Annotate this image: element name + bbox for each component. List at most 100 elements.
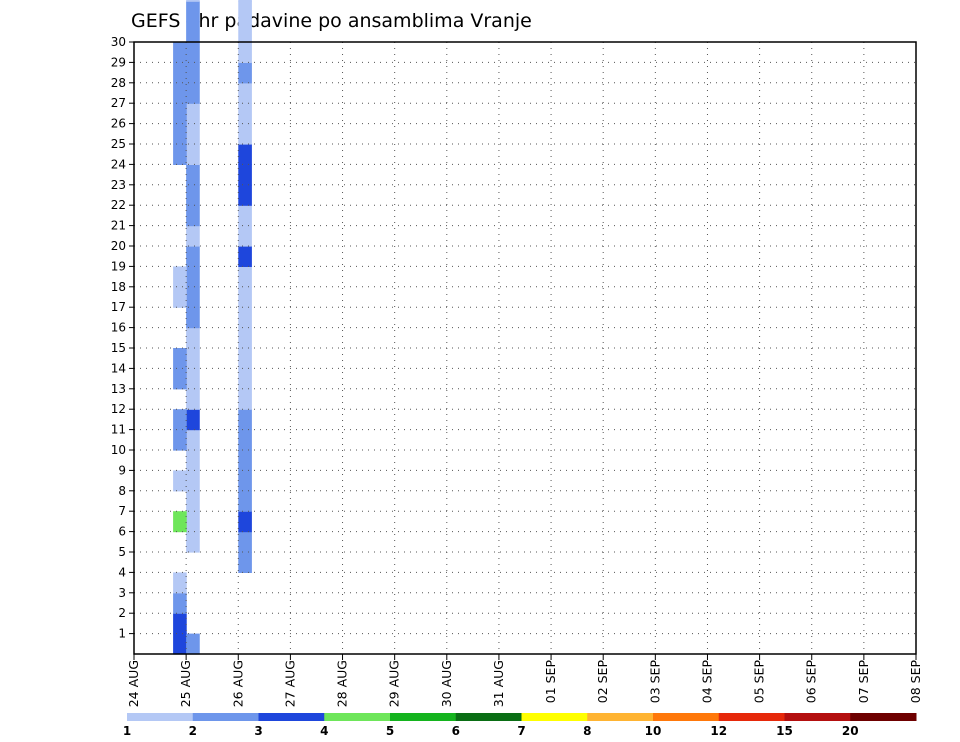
heatmap-cell <box>238 470 252 492</box>
heatmap-cell <box>186 307 200 329</box>
y-tick-label: 17 <box>111 300 126 314</box>
grid-lines <box>134 42 916 654</box>
heatmap-cell <box>238 409 252 431</box>
x-tick-label: 08 SEP <box>908 660 923 704</box>
legend-swatch <box>324 713 391 721</box>
heatmap-cell <box>186 164 200 186</box>
legend-swatch <box>784 713 851 721</box>
heatmap-cell <box>186 144 200 165</box>
legend-label: 1 <box>123 724 131 738</box>
legend-swatch <box>390 713 457 721</box>
heatmap-cell <box>186 123 200 145</box>
heatmap-cell <box>238 164 252 186</box>
heatmap-cell <box>238 552 252 573</box>
heatmap-cell <box>186 490 200 512</box>
x-tick-label: 25 AUG <box>178 660 193 707</box>
legend-label: 10 <box>645 724 662 738</box>
heatmap-cell <box>186 368 200 390</box>
y-tick-label: 9 <box>118 463 126 477</box>
heatmap-cell <box>173 266 187 288</box>
y-tick-label: 13 <box>111 382 126 396</box>
legend-swatch <box>127 713 194 721</box>
legend-swatch <box>653 713 720 721</box>
y-tick-label: 14 <box>111 361 126 375</box>
x-tick-label: 06 SEP <box>804 660 819 704</box>
heatmap-cell <box>173 286 187 308</box>
legend-swatch <box>192 713 259 721</box>
heatmap-cell <box>238 42 252 63</box>
y-tick-label: 24 <box>111 157 126 171</box>
legend-label: 5 <box>386 724 394 738</box>
y-tick-label: 20 <box>111 239 126 253</box>
heatmap-cell <box>173 62 187 84</box>
heatmap-cell <box>173 123 187 145</box>
heatmap-cell <box>186 225 200 247</box>
heatmap-cell <box>186 184 200 206</box>
x-tick-label: 01 SEP <box>543 660 558 704</box>
legend-label: 12 <box>710 724 727 738</box>
y-axis-ticks: 1234567891011121314151617181920212223242… <box>111 35 134 641</box>
heatmap-cell <box>238 246 252 267</box>
heatmap-cell <box>238 82 252 104</box>
heatmap-cell <box>186 633 200 655</box>
heatmap-cell <box>186 348 200 369</box>
heatmap-cell <box>238 307 252 329</box>
y-tick-label: 6 <box>118 525 126 539</box>
heatmap-cell <box>186 409 200 431</box>
legend-label: 20 <box>842 724 859 738</box>
heatmap-cell <box>173 592 187 614</box>
heatmap-cell <box>186 42 200 63</box>
y-tick-label: 10 <box>111 443 126 457</box>
heatmap-cell <box>186 388 200 410</box>
heatmap-cell <box>238 1 252 23</box>
heatmap-cell <box>238 103 252 125</box>
y-tick-label: 2 <box>118 606 126 620</box>
heatmap-cell <box>173 613 187 635</box>
y-tick-label: 21 <box>111 219 126 233</box>
y-tick-label: 30 <box>111 35 126 49</box>
heatmap-cell <box>173 144 187 165</box>
heatmap-cell <box>173 103 187 125</box>
x-axis-ticks: 24 AUG 25 AUG 26 AUG 27 AUG 28 AUG 29 AUG 30 A… <box>126 654 923 707</box>
y-tick-label: 27 <box>111 96 126 110</box>
legend-label: 3 <box>254 724 262 738</box>
heatmap-cell <box>238 450 252 471</box>
legend-swatch <box>718 713 785 721</box>
heatmap-cell <box>238 511 252 533</box>
y-tick-label: 12 <box>111 402 126 416</box>
y-tick-label: 18 <box>111 280 126 294</box>
color-legend: 1 2 3 4 5 6 7 8 10 12 15 20 <box>123 713 917 738</box>
legend-label: 15 <box>776 724 793 738</box>
x-tick-label: 02 SEP <box>595 660 610 704</box>
heatmap-cell <box>186 0 200 2</box>
y-tick-label: 16 <box>111 321 126 335</box>
heatmap-cell <box>173 633 187 655</box>
y-tick-label: 28 <box>111 76 126 90</box>
x-tick-label: 04 SEP <box>699 660 714 704</box>
chart-title: GEFS 6hr padavine po ansamblima Vranje <box>131 10 532 32</box>
x-tick-label: 03 SEP <box>647 660 662 704</box>
legend-swatch <box>521 713 588 721</box>
heatmap-cell <box>173 511 187 533</box>
heatmap-cell <box>238 62 252 84</box>
heatmap-cell <box>186 62 200 84</box>
heatmap-cell <box>238 266 252 288</box>
heatmap-cell <box>173 368 187 390</box>
x-tick-label: 30 AUG <box>439 660 454 707</box>
y-tick-label: 8 <box>118 484 126 498</box>
heatmap-cell <box>238 21 252 43</box>
heatmap-cell <box>186 205 200 227</box>
heatmap-cell <box>238 205 252 227</box>
heatmap-cell <box>238 429 252 451</box>
heatmap-cell <box>238 286 252 308</box>
y-tick-label: 26 <box>111 117 126 131</box>
heatmap-cell <box>238 184 252 206</box>
heatmap-cell <box>186 531 200 553</box>
heatmap-cell <box>173 429 187 451</box>
heatmap-cell <box>186 327 200 349</box>
y-tick-label: 5 <box>118 545 126 559</box>
heatmap-cell <box>186 429 200 451</box>
legend-swatch <box>587 713 654 721</box>
y-tick-label: 22 <box>111 198 126 212</box>
